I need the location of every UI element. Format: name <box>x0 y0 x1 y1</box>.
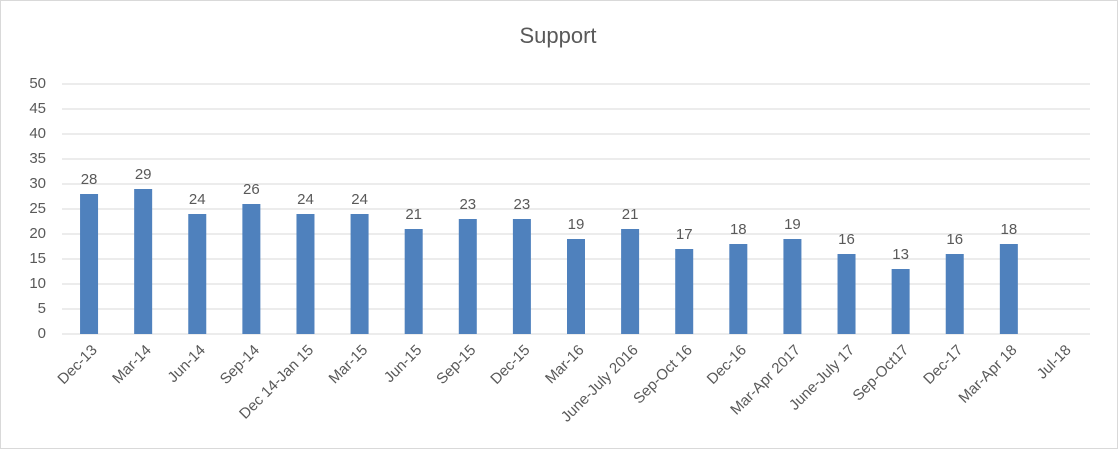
bar <box>80 194 99 334</box>
data-label: 24 <box>297 191 314 208</box>
y-tick-label: 50 <box>29 75 46 92</box>
data-label: 28 <box>81 171 98 188</box>
bar <box>621 229 640 334</box>
bar <box>404 229 423 334</box>
data-label: 23 <box>459 196 476 213</box>
bar <box>891 269 910 334</box>
bar <box>729 244 748 334</box>
y-tick-label: 0 <box>38 325 46 342</box>
y-tick-label: 45 <box>29 100 46 117</box>
bar <box>512 219 531 334</box>
y-tick-label: 5 <box>38 300 46 317</box>
data-label: 24 <box>351 191 368 208</box>
data-label: 24 <box>189 191 206 208</box>
data-label: 18 <box>1000 221 1017 238</box>
y-tick-label: 15 <box>29 250 46 267</box>
bar <box>458 219 477 334</box>
data-label: 21 <box>622 206 639 223</box>
bar <box>945 254 964 334</box>
y-tick-label: 10 <box>29 275 46 292</box>
data-label: 29 <box>135 166 152 183</box>
data-label: 21 <box>405 206 422 223</box>
bar <box>188 214 207 334</box>
data-label: 17 <box>676 226 693 243</box>
data-label: 16 <box>838 231 855 248</box>
bar <box>350 214 369 334</box>
bar <box>296 214 315 334</box>
bar <box>567 239 585 334</box>
bar <box>242 204 261 334</box>
data-label: 18 <box>730 221 747 238</box>
data-label: 16 <box>946 231 963 248</box>
data-label: 19 <box>568 216 585 233</box>
data-label: 19 <box>784 216 801 233</box>
chart-title: Support <box>519 23 596 48</box>
data-label: 13 <box>892 246 909 263</box>
bar <box>675 249 694 334</box>
y-tick-label: 20 <box>29 225 46 242</box>
bar <box>134 189 153 334</box>
bar <box>783 239 802 334</box>
data-label: 26 <box>243 181 260 198</box>
y-tick-label: 35 <box>29 150 46 167</box>
y-tick-label: 40 <box>29 125 46 142</box>
bar <box>837 254 856 334</box>
data-label: 23 <box>514 196 531 213</box>
y-tick-label: 30 <box>29 175 46 192</box>
y-tick-label: 25 <box>29 200 46 217</box>
bar <box>999 244 1018 334</box>
